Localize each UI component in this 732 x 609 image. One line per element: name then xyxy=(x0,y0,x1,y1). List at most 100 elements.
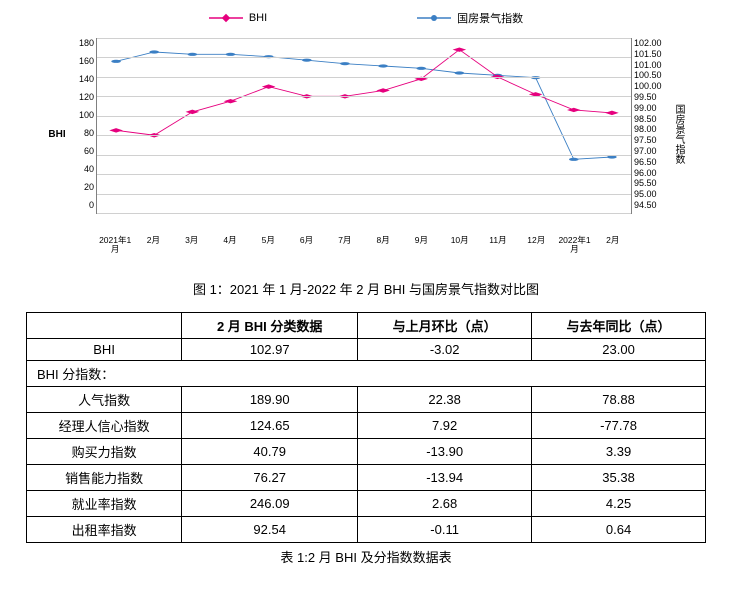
y-axis-right-ticks: 102.00101.50101.00100.50100.0099.5099.00… xyxy=(632,34,668,234)
table-row: 出租率指数92.54-0.110.64 xyxy=(27,516,706,542)
y-tick-right: 95.50 xyxy=(634,178,657,188)
x-tick: 4月 xyxy=(211,236,249,255)
gridline xyxy=(97,194,631,195)
y-tick-right: 101.00 xyxy=(634,60,662,70)
section-label: BHI 分指数： xyxy=(27,360,706,386)
row-label: 人气指数 xyxy=(27,386,182,412)
y-tick-right: 100.00 xyxy=(634,81,662,91)
y-tick-right: 96.50 xyxy=(634,157,657,167)
legend-item-guofang: 国房景气指数 xyxy=(417,10,523,26)
cell: 22.38 xyxy=(358,386,532,412)
chart-area: BHI 180160140120100806040200 102.00101.5… xyxy=(46,34,686,234)
x-tick: 12月 xyxy=(517,236,555,255)
x-tick: 2月 xyxy=(594,236,632,255)
cell: 35.38 xyxy=(532,464,706,490)
cell: 92.54 xyxy=(182,516,358,542)
gridline xyxy=(97,96,631,97)
cell: 246.09 xyxy=(182,490,358,516)
y-tick-left: 100 xyxy=(79,110,94,120)
y-axis-left-label: BHI xyxy=(46,129,68,140)
x-tick: 11月 xyxy=(479,236,517,255)
cell: 4.25 xyxy=(532,490,706,516)
y-tick-left: 0 xyxy=(89,200,94,210)
y-tick-left: 160 xyxy=(79,56,94,66)
cell: 78.88 xyxy=(532,386,706,412)
y-tick-right: 99.00 xyxy=(634,103,657,113)
chart-legend: BHI 国房景气指数 xyxy=(46,10,686,26)
y-tick-right: 101.50 xyxy=(634,49,662,59)
cell: 2.68 xyxy=(358,490,532,516)
legend-label-bhi: BHI xyxy=(249,12,267,24)
row-label: 购买力指数 xyxy=(27,438,182,464)
gridline xyxy=(97,77,631,78)
cell: 40.79 xyxy=(182,438,358,464)
table-header: 与去年同比（点） xyxy=(532,312,706,338)
y-tick-right: 97.50 xyxy=(634,135,657,145)
cell: 76.27 xyxy=(182,464,358,490)
figure-caption: 图 1：2021 年 1 月-2022 年 2 月 BHI 与国房景气指数对比图 xyxy=(20,279,712,298)
y-tick-right: 100.50 xyxy=(634,70,662,80)
y-tick-left: 40 xyxy=(84,164,94,174)
x-tick: 10月 xyxy=(441,236,479,255)
table-row: 经理人信心指数124.657.92-77.78 xyxy=(27,412,706,438)
y-tick-right: 94.50 xyxy=(634,200,657,210)
y-tick-left: 80 xyxy=(84,128,94,138)
table-row: 就业率指数246.092.684.25 xyxy=(27,490,706,516)
cell: 102.97 xyxy=(182,338,358,360)
table-caption: 表 1:2 月 BHI 及分指数数据表 xyxy=(20,547,712,566)
row-label: 销售能力指数 xyxy=(27,464,182,490)
x-tick: 7月 xyxy=(326,236,364,255)
gridline xyxy=(97,213,631,214)
x-tick: 3月 xyxy=(173,236,211,255)
cell: -13.94 xyxy=(358,464,532,490)
x-tick: 2月 xyxy=(134,236,172,255)
x-tick: 8月 xyxy=(364,236,402,255)
x-tick: 2022年1月 xyxy=(555,236,593,255)
data-table: 2 月 BHI 分类数据 与上月环比（点） 与去年同比（点） BHI 102.9… xyxy=(26,312,706,543)
y-tick-right: 95.00 xyxy=(634,189,657,199)
y-tick-right: 98.00 xyxy=(634,124,657,134)
y-tick-left: 120 xyxy=(79,92,94,102)
table-header: 2 月 BHI 分类数据 xyxy=(182,312,358,338)
table-header xyxy=(27,312,182,338)
gridline xyxy=(97,155,631,156)
cell: -3.02 xyxy=(358,338,532,360)
row-label: 出租率指数 xyxy=(27,516,182,542)
y-tick-left: 140 xyxy=(79,74,94,84)
table-row: 销售能力指数76.27-13.9435.38 xyxy=(27,464,706,490)
x-tick: 5月 xyxy=(249,236,287,255)
gridline xyxy=(97,116,631,117)
x-axis-ticks: 2021年1月2月3月4月5月6月7月8月9月10月11月12月2022年1月2… xyxy=(46,236,686,255)
y-tick-left: 20 xyxy=(84,182,94,192)
row-label: 经理人信心指数 xyxy=(27,412,182,438)
row-label: 就业率指数 xyxy=(27,490,182,516)
y-tick-right: 102.00 xyxy=(634,38,662,48)
gridline xyxy=(97,38,631,39)
gridline xyxy=(97,57,631,58)
y-tick-right: 98.50 xyxy=(634,114,657,124)
cell: -77.78 xyxy=(532,412,706,438)
legend-item-bhi: BHI xyxy=(209,10,267,26)
gridline xyxy=(97,135,631,136)
cell: 7.92 xyxy=(358,412,532,438)
y-tick-right: 97.00 xyxy=(634,146,657,156)
table-section-row: BHI 分指数： xyxy=(27,360,706,386)
table-row: BHI 102.97 -3.02 23.00 xyxy=(27,338,706,360)
cell: 0.64 xyxy=(532,516,706,542)
table-header-row: 2 月 BHI 分类数据 与上月环比（点） 与去年同比（点） xyxy=(27,312,706,338)
table-header: 与上月环比（点） xyxy=(358,312,532,338)
cell: -13.90 xyxy=(358,438,532,464)
cell: -0.11 xyxy=(358,516,532,542)
y-tick-right: 96.00 xyxy=(634,168,657,178)
cell: 3.39 xyxy=(532,438,706,464)
table-row: 人气指数189.9022.3878.88 xyxy=(27,386,706,412)
y-tick-right: 99.50 xyxy=(634,92,657,102)
y-axis-right-label: 国房景气指数 xyxy=(668,104,686,164)
legend-marker-bhi xyxy=(209,13,243,23)
row-label: BHI xyxy=(27,338,182,360)
y-axis-left-ticks: 180160140120100806040200 xyxy=(68,34,96,234)
cell: 23.00 xyxy=(532,338,706,360)
legend-label-guofang: 国房景气指数 xyxy=(457,10,523,26)
x-tick: 2021年1月 xyxy=(96,236,134,255)
y-tick-left: 60 xyxy=(84,146,94,156)
